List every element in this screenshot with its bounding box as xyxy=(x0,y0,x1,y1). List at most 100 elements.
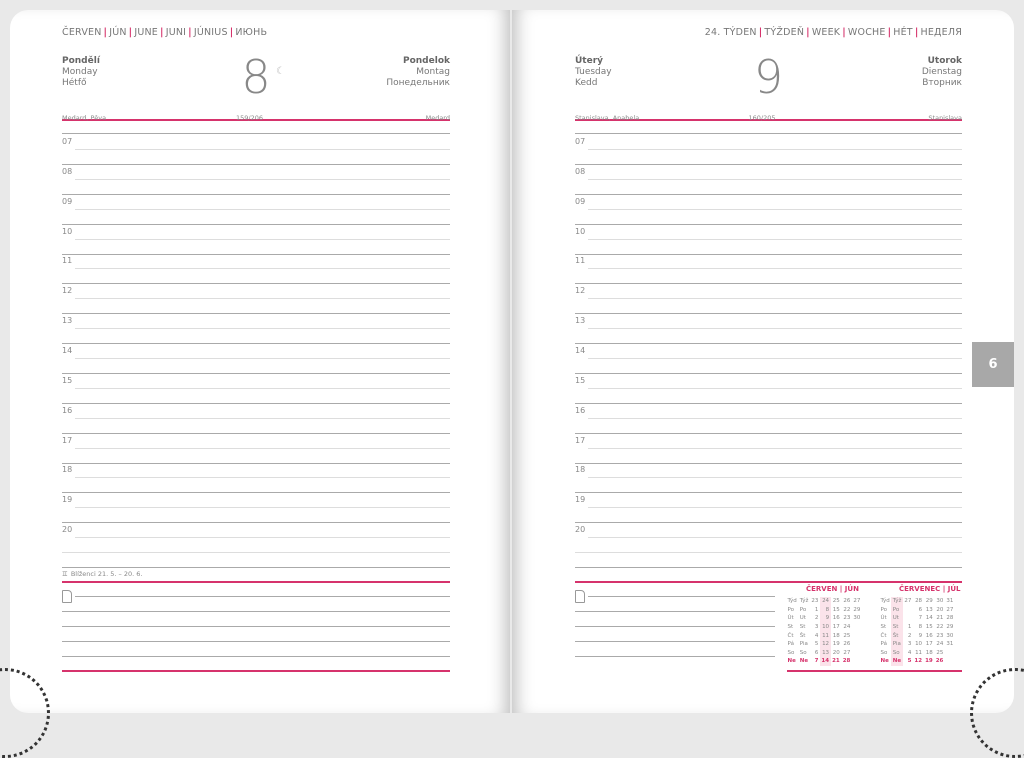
notes-line[interactable] xyxy=(575,611,775,612)
calendar-cell: 23 xyxy=(843,615,851,622)
right-page xyxy=(512,10,1014,713)
calendar-cell: 27 xyxy=(853,598,861,605)
header-divider xyxy=(575,119,962,121)
notes-line[interactable] xyxy=(75,596,450,597)
header-item: ČERVEN xyxy=(62,27,102,38)
calendar-cell: Št xyxy=(799,632,806,639)
divider xyxy=(575,567,962,568)
calendar-cell: 25 xyxy=(843,632,851,639)
notes-line[interactable] xyxy=(575,626,775,627)
writing-line[interactable] xyxy=(75,537,450,539)
bottom-divider xyxy=(62,670,450,672)
calendar-cell: St xyxy=(891,622,903,632)
writing-line[interactable] xyxy=(588,387,962,389)
calendar-cell: Čt xyxy=(880,632,887,639)
header-separator: | xyxy=(103,27,108,38)
writing-line[interactable] xyxy=(75,178,450,180)
mini-calendar-title: ČERVEN | JÚN xyxy=(806,585,859,593)
writing-line[interactable] xyxy=(75,268,450,270)
calendar-cell: 19 xyxy=(832,641,840,648)
writing-line[interactable] xyxy=(75,447,450,449)
calendar-row: Týd Týž 27 28 29 30 31 xyxy=(879,597,955,606)
calendar-cell xyxy=(852,649,862,658)
day-name: Monday xyxy=(62,67,98,77)
calendar-cell: 28 xyxy=(842,658,851,665)
notes-line[interactable] xyxy=(62,626,450,627)
writing-line[interactable] xyxy=(575,552,962,553)
writing-line[interactable] xyxy=(75,298,450,300)
hour-divider xyxy=(575,462,962,464)
writing-line[interactable] xyxy=(588,149,962,150)
writing-line[interactable] xyxy=(75,417,450,419)
hour-label: 08 xyxy=(575,166,586,176)
calendar-cell: 24 xyxy=(936,641,944,648)
calendar-cell: 20 xyxy=(936,606,944,613)
writing-line[interactable] xyxy=(75,328,450,330)
header-divider xyxy=(62,119,450,121)
calendar-cell: 23 xyxy=(811,598,819,605)
writing-line[interactable] xyxy=(75,238,450,240)
notes-line[interactable] xyxy=(575,656,775,657)
notes-line[interactable] xyxy=(575,641,775,642)
header-item: НЕДЕЛЯ xyxy=(920,27,962,38)
hour-label: 18 xyxy=(62,465,73,475)
hour-divider xyxy=(62,313,450,315)
writing-line[interactable] xyxy=(588,537,962,539)
writing-line[interactable] xyxy=(588,328,962,330)
calendar-cell: Pia xyxy=(799,641,808,648)
writing-line[interactable] xyxy=(588,357,962,359)
notes-line[interactable] xyxy=(62,611,450,612)
month-tab[interactable]: 6 xyxy=(972,342,1014,387)
writing-line[interactable] xyxy=(75,387,450,389)
header-item: JÚNIUS xyxy=(193,27,228,38)
header-item: JÚN xyxy=(109,27,127,38)
calendar-cell: 23 xyxy=(936,632,944,639)
hour-label: 19 xyxy=(62,495,73,505)
writing-line[interactable] xyxy=(588,268,962,270)
calendar-row: Pá Pia 5 12 19 26 xyxy=(786,639,862,649)
notes-line[interactable] xyxy=(62,656,450,657)
nameday-left: Medard, Pěva xyxy=(62,114,107,122)
notes-line[interactable] xyxy=(588,596,775,597)
calendar-cell: 29 xyxy=(853,606,861,613)
header-item: JUNI xyxy=(165,27,187,38)
calendar-cell: 9 xyxy=(819,614,831,623)
writing-line[interactable] xyxy=(588,178,962,180)
calendar-divider xyxy=(787,581,962,583)
hour-label: 12 xyxy=(575,286,586,296)
writing-line[interactable] xyxy=(62,552,450,553)
calendar-cell: Št xyxy=(891,631,903,640)
calendar-cell: 8 xyxy=(918,624,923,631)
writing-line[interactable] xyxy=(588,298,962,300)
day-names-left: Úterý Tuesday Kedd xyxy=(575,56,612,89)
writing-line[interactable] xyxy=(588,417,962,419)
writing-line[interactable] xyxy=(75,208,450,210)
calendar-cell: So xyxy=(880,649,888,656)
writing-line[interactable] xyxy=(588,507,962,509)
calendar-cell: Po xyxy=(880,606,888,613)
hour-label: 09 xyxy=(62,196,73,206)
calendar-row: Po Po 6 13 20 27 xyxy=(879,605,955,615)
calendar-cell: 16 xyxy=(832,615,840,622)
writing-line[interactable] xyxy=(75,477,450,479)
calendar-cell: 2 xyxy=(814,615,819,622)
mini-calendar: Týd Týž 23 24 25 26 27 Po Po 1 8 15 22 29 Út Ut 2 9 16 23 30… xyxy=(786,597,862,666)
calendar-cell: Ne xyxy=(799,658,809,665)
calendar-cell: 6 xyxy=(814,649,819,656)
header-separator: | xyxy=(188,27,192,38)
nameday-left: Stanislava, Anabela xyxy=(575,114,640,122)
writing-line[interactable] xyxy=(588,238,962,240)
writing-line[interactable] xyxy=(75,507,450,509)
calendar-cell: St xyxy=(799,624,806,631)
writing-line[interactable] xyxy=(75,149,450,150)
writing-line[interactable] xyxy=(75,357,450,359)
notes-line[interactable] xyxy=(62,641,450,642)
hour-label: 08 xyxy=(62,166,73,176)
writing-line[interactable] xyxy=(588,208,962,210)
writing-line[interactable] xyxy=(588,447,962,449)
hour-divider xyxy=(575,223,962,225)
day-number: 8 xyxy=(241,50,271,104)
writing-line[interactable] xyxy=(588,477,962,479)
header-separator: | xyxy=(160,27,164,38)
calendar-cell xyxy=(945,649,955,658)
